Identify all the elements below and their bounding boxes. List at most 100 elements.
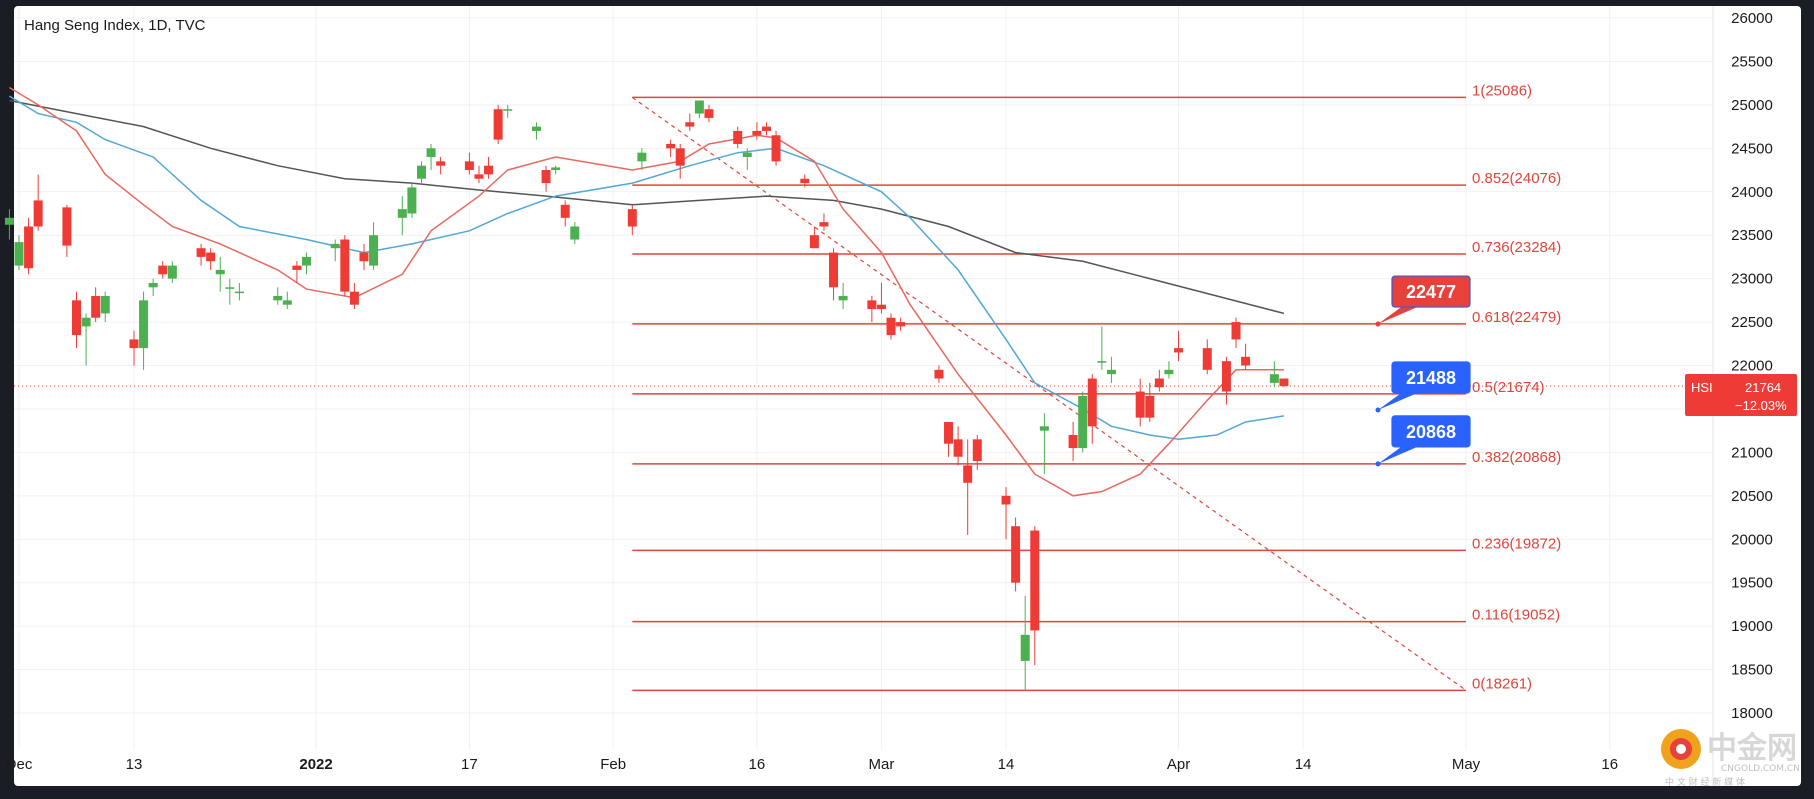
y-tick-label: 19000 [1731, 618, 1773, 635]
candle [282, 291, 292, 310]
candle-body [829, 252, 839, 288]
callout-pointer [1378, 305, 1422, 325]
candle-body [531, 126, 541, 131]
candle [1039, 413, 1049, 475]
candle [934, 365, 944, 383]
candle [215, 256, 225, 292]
candle [1030, 526, 1040, 666]
callout: 21488 [1375, 361, 1471, 413]
candle-body [1068, 435, 1078, 449]
candle [886, 313, 896, 340]
candle-body [742, 152, 752, 157]
candle [474, 165, 484, 184]
candle-body [886, 317, 896, 336]
candle-body [963, 465, 973, 483]
candle [24, 217, 34, 275]
candle [81, 313, 91, 366]
candle [752, 122, 762, 140]
y-tick-label: 23000 [1731, 271, 1773, 288]
axis-layer: 1800018500190001950020000205002100021500… [6, 10, 1773, 773]
candle [560, 200, 570, 227]
fib-level-label: 0.5(21674) [1472, 379, 1545, 396]
candle [761, 122, 771, 136]
callout-anchor [1375, 407, 1381, 413]
watermark-tagline: 中 文 财 经 新 媒 体 [1665, 776, 1745, 788]
candle-body [129, 339, 139, 349]
candle-body [819, 222, 829, 227]
y-tick-label: 20500 [1731, 488, 1773, 505]
candle-body [91, 296, 101, 318]
candle [1269, 361, 1279, 388]
candle [14, 235, 24, 270]
candle-body [953, 439, 963, 457]
candle-body [1231, 322, 1241, 340]
candle-body [4, 217, 14, 225]
candle [953, 426, 963, 466]
price-badge-symbol: HSI [1691, 380, 1713, 395]
candle-body [944, 421, 954, 444]
candle [100, 291, 110, 323]
candle-body [225, 287, 235, 289]
fib-level-label: 0.236(19872) [1472, 535, 1561, 552]
candle [627, 204, 637, 236]
candle-body [838, 296, 848, 301]
fib-level-label: 0(18261) [1472, 675, 1532, 692]
candle [963, 439, 973, 535]
callout-box [1391, 361, 1471, 394]
candle [666, 139, 676, 157]
candle-body [62, 207, 72, 246]
candle [91, 287, 101, 323]
candle-body [685, 122, 695, 127]
y-tick-label: 20000 [1731, 531, 1773, 548]
candle [972, 435, 982, 470]
callout-box [1391, 275, 1471, 308]
watermark-domain: CNGOLD.COM.CN [1721, 764, 1800, 774]
chart-title: Hang Seng Index, 1D, TVC [24, 17, 206, 34]
price-badge[interactable]: HSI 21764 −12.03% [1685, 374, 1797, 416]
candle-body [158, 265, 168, 275]
y-tick-label: 22000 [1731, 358, 1773, 375]
candle-body [896, 322, 906, 327]
candle [407, 183, 417, 218]
y-tick-label: 24000 [1731, 184, 1773, 201]
candle [234, 282, 244, 301]
candle-body [139, 300, 149, 349]
callout-pointer [1378, 390, 1422, 410]
x-tick-label: Mar [869, 756, 895, 773]
candle-body [359, 252, 369, 262]
x-tick-label: 14 [1295, 756, 1312, 773]
candle [167, 261, 177, 283]
candle [1135, 378, 1145, 427]
candle [33, 174, 43, 231]
candle-body [694, 100, 704, 114]
x-tick-label: Feb [600, 756, 626, 773]
candle-body [206, 252, 216, 262]
candle [1164, 361, 1174, 379]
candle-body [1154, 378, 1164, 388]
candle [694, 100, 704, 118]
candle-body [397, 209, 407, 218]
x-tick-label: Apr [1167, 756, 1190, 773]
candle-body [273, 296, 283, 301]
callout: 22477 [1375, 275, 1471, 327]
candle-body [666, 143, 676, 149]
candle [637, 148, 647, 171]
candle [1068, 421, 1078, 462]
candle [704, 104, 714, 123]
candle [838, 282, 848, 310]
candle-body [934, 369, 944, 379]
watermark: 中金网 CNGOLD.COM.CN 中 文 财 经 新 媒 体 [1661, 729, 1800, 788]
candle-body [800, 178, 810, 184]
watermark-logo-core-icon [1676, 744, 1686, 754]
y-tick-label: 24500 [1731, 140, 1773, 157]
price-badge-bg [1685, 374, 1797, 416]
candle [1221, 356, 1231, 405]
candle-body [867, 300, 877, 310]
candle-body [436, 161, 446, 166]
x-tick-label: Dec [6, 756, 33, 773]
candle-body [369, 235, 379, 266]
candle [1097, 326, 1107, 370]
candle-body [330, 243, 340, 249]
candle [1106, 356, 1116, 383]
